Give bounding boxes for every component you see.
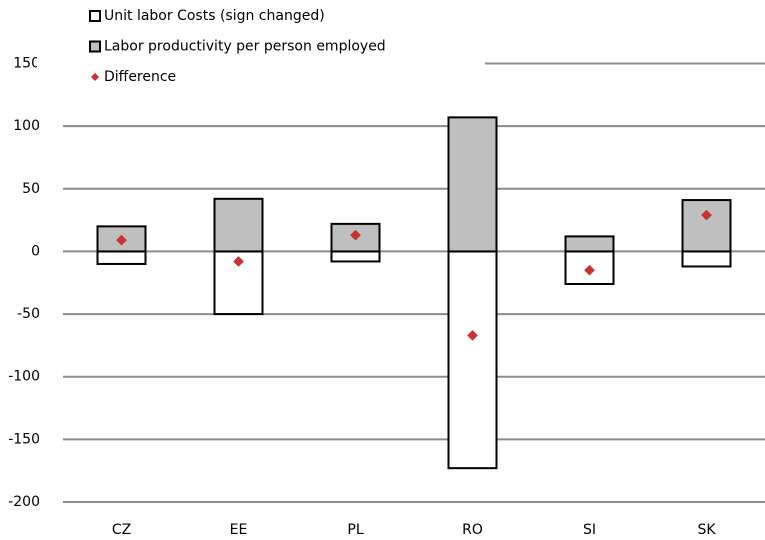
- x-tick-label: RO: [462, 522, 483, 538]
- bar: [447, 250, 498, 470]
- diamond-marker: [116, 234, 127, 246]
- legend-background: [37, 0, 485, 92]
- y-tick-label: 100: [13, 118, 40, 134]
- legend-label: Labor productivity per person employed: [104, 39, 386, 55]
- y-tick-label: -100: [8, 369, 40, 385]
- bar: [213, 197, 264, 253]
- marks: [96, 116, 732, 470]
- bar: [564, 235, 615, 253]
- y-tick-label: 50: [22, 181, 40, 197]
- legend-swatch: [89, 40, 101, 53]
- y-tick-label: -150: [8, 431, 40, 447]
- y-tick-label: -50: [17, 306, 40, 322]
- x-tick-label: SK: [697, 522, 716, 538]
- diamond-marker: [350, 229, 361, 241]
- bar: [330, 250, 381, 263]
- legend-marker: [91, 73, 99, 81]
- x-tick-label: PL: [347, 522, 363, 538]
- diamond-marker: [467, 330, 478, 341]
- y-tick-label: 0: [31, 243, 40, 259]
- x-tick-label: SI: [583, 522, 596, 538]
- bar: [330, 222, 381, 253]
- bar: [447, 116, 498, 253]
- y-tick-label: 150: [13, 56, 40, 72]
- diamond-marker: [701, 209, 712, 221]
- bar: [96, 250, 147, 265]
- diamond-marker: [584, 264, 595, 276]
- bar: [681, 199, 732, 253]
- bar: [681, 250, 732, 268]
- y-tick-label: -200: [8, 494, 40, 510]
- diamond-marker: [233, 256, 244, 267]
- x-tick-label: CZ: [112, 522, 131, 538]
- x-tick-label: EE: [230, 522, 248, 538]
- legend: Unit labor Costs (sign changed) Labor pro…: [37, 0, 485, 92]
- legend-label: Unit labor Costs (sign changed): [104, 8, 325, 24]
- legend-swatch: [89, 10, 101, 22]
- legend-label: Difference: [104, 69, 176, 85]
